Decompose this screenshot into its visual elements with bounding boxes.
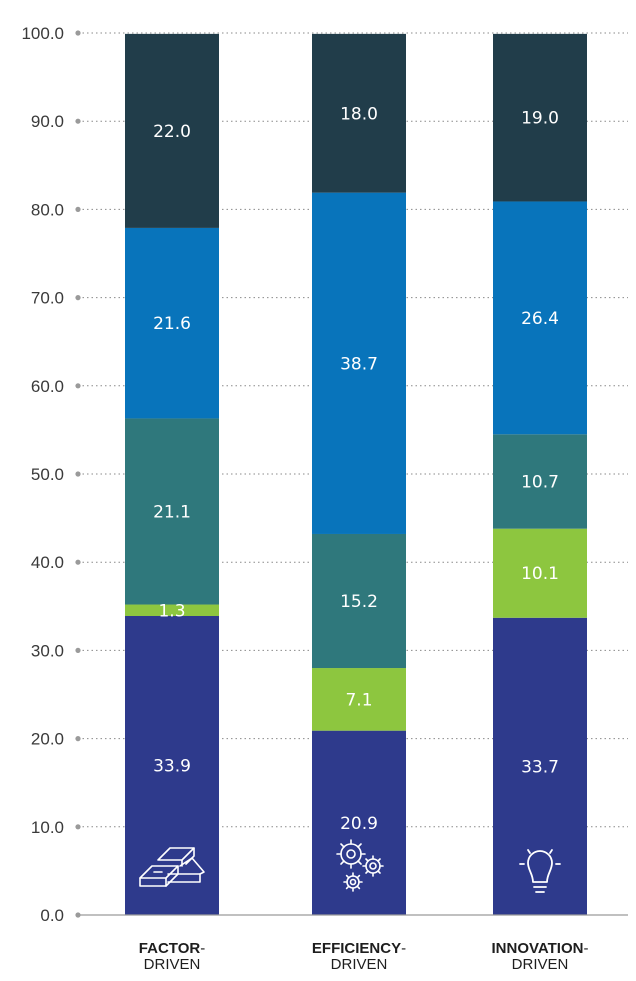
y-axis-tick-labels: 0.0 10.0 20.0 30.0 40.0 50.0 60.0 70.0 80.0 90.0 1… — [21, 24, 64, 925]
category-icons — [139, 839, 561, 893]
data-label: 26.4 — [521, 309, 559, 329]
data-label: 10.7 — [521, 472, 559, 492]
bar-segment — [312, 192, 406, 534]
bar-segment — [125, 227, 219, 419]
bar-segment — [493, 434, 587, 529]
bar-segment — [312, 33, 406, 193]
data-label: 19.0 — [521, 109, 559, 129]
bar-segment — [125, 604, 219, 617]
tick-mark — [75, 206, 81, 212]
y-tick-label: 90.0 — [31, 112, 64, 131]
data-label: 7.1 — [345, 690, 372, 710]
bar-segment — [493, 201, 587, 435]
tick-mark — [75, 824, 81, 830]
data-label: 22.0 — [153, 122, 191, 142]
tick-mark — [75, 647, 81, 654]
data-label: 15.2 — [340, 592, 378, 612]
y-tick-label: 100.0 — [21, 24, 64, 43]
bars — [125, 33, 587, 915]
gears-icon — [336, 839, 384, 892]
segment-labels: 33.9 1.3 21.1 21.6 22.0 20.9 7.1 15.2 38.7 18.0 33… — [153, 104, 559, 834]
bar-segment — [125, 33, 219, 228]
category-label-innovation: INNOVATION- DRIVEN — [491, 940, 589, 973]
data-label: 21.1 — [153, 502, 191, 522]
data-label: 1.3 — [158, 601, 185, 621]
bar-segment — [312, 533, 406, 669]
tick-mark — [75, 471, 81, 477]
y-tick-label: 0.0 — [40, 906, 64, 925]
bar-segment — [312, 668, 406, 731]
tick-mark — [75, 118, 81, 124]
y-tick-label: 70.0 — [31, 289, 64, 308]
tick-mark — [75, 383, 81, 389]
category-label-efficiency: EFFICIENCY- DRIVEN — [311, 940, 407, 973]
data-label: 33.7 — [521, 757, 559, 777]
bar-segment — [125, 418, 219, 605]
bar-segment — [493, 528, 587, 618]
y-tick-label: 60.0 — [31, 377, 64, 396]
category-label-factor: FACTOR- DRIVEN — [138, 940, 206, 973]
tick-mark — [75, 295, 81, 301]
gold-bars-icon — [139, 847, 205, 887]
bar-segment — [493, 617, 587, 915]
y-tick-label: 50.0 — [31, 465, 64, 484]
lightbulb-icon — [519, 849, 561, 893]
data-label: 18.0 — [340, 104, 378, 124]
bar-segment — [125, 616, 219, 915]
data-label: 38.7 — [340, 354, 378, 374]
tick-mark — [75, 30, 81, 36]
tick-mark — [75, 736, 81, 742]
y-tick-label: 80.0 — [31, 200, 64, 219]
data-label: 33.9 — [153, 757, 191, 777]
tick-mark — [75, 559, 81, 565]
y-tick-label: 30.0 — [31, 641, 64, 660]
y-tick-label: 10.0 — [31, 818, 64, 837]
y-tick-label: 20.0 — [31, 730, 64, 749]
data-label: 21.6 — [153, 314, 191, 334]
bar-segment — [493, 33, 587, 202]
y-tick-label: 40.0 — [31, 553, 64, 572]
data-label: 20.9 — [340, 814, 378, 834]
data-label: 10.1 — [521, 564, 559, 584]
